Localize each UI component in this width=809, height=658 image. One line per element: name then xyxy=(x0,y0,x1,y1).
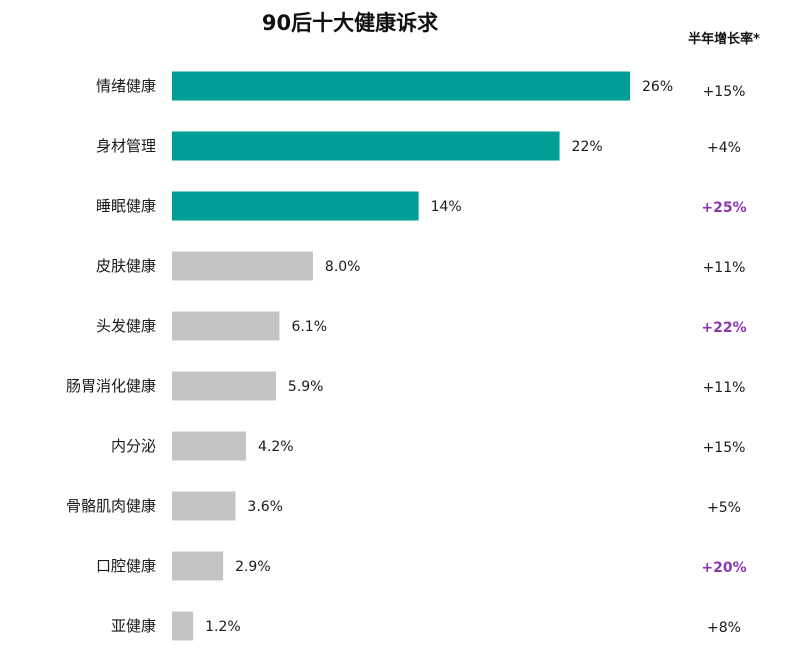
value-label: 22% xyxy=(572,139,603,155)
bar xyxy=(172,371,276,401)
bar-row: 情绪健康 26% +15% xyxy=(96,71,746,101)
value-label: 4.2% xyxy=(258,439,294,455)
bar-row: 头发健康 6.1% +22% xyxy=(96,311,747,341)
category-label: 口腔健康 xyxy=(96,557,156,575)
category-label: 皮肤健康 xyxy=(96,257,156,275)
growth-label: +11% xyxy=(703,260,746,276)
growth-label: +11% xyxy=(703,380,746,396)
bar xyxy=(172,131,560,161)
bar xyxy=(172,431,246,461)
growth-column-header: 半年增长率* xyxy=(688,31,760,47)
bar xyxy=(172,611,194,641)
bar xyxy=(172,311,280,341)
growth-label: +5% xyxy=(707,500,741,516)
category-label: 亚健康 xyxy=(111,617,156,635)
category-label: 内分泌 xyxy=(111,437,156,455)
chart-title: 90后十大健康诉求 xyxy=(262,11,438,35)
growth-label: +20% xyxy=(701,560,746,576)
bar xyxy=(172,251,313,281)
category-label: 睡眠健康 xyxy=(96,197,156,215)
value-label: 14% xyxy=(431,199,462,215)
value-label: 3.6% xyxy=(247,499,283,515)
growth-label: +22% xyxy=(701,320,746,336)
bar-row: 睡眠健康 14% +25% xyxy=(96,191,747,221)
value-label: 6.1% xyxy=(291,319,327,335)
value-label: 1.2% xyxy=(205,619,241,635)
growth-label: +15% xyxy=(703,440,746,456)
category-label: 骨骼肌肉健康 xyxy=(66,497,156,515)
bar-rows: 情绪健康 26% +15% 身材管理 22% +4% 睡眠健康 14% +25% 皮肤健康 8.0%… xyxy=(66,71,747,641)
category-label: 身材管理 xyxy=(96,137,156,155)
bar xyxy=(172,551,224,581)
growth-label: +25% xyxy=(701,200,746,216)
bar-row: 肠胃消化健康 5.9% +11% xyxy=(66,371,746,401)
bar-row: 骨骼肌肉健康 3.6% +5% xyxy=(66,491,741,521)
bar-row: 亚健康 1.2% +8% xyxy=(111,611,741,641)
bar xyxy=(172,191,419,221)
value-label: 2.9% xyxy=(235,559,271,575)
category-label: 头发健康 xyxy=(96,317,156,335)
growth-label: +4% xyxy=(707,140,741,156)
value-label: 5.9% xyxy=(288,379,324,395)
category-label: 情绪健康 xyxy=(96,77,156,95)
bar xyxy=(172,71,630,101)
bar xyxy=(172,491,236,521)
bar-row: 口腔健康 2.9% +20% xyxy=(96,551,747,581)
category-label: 肠胃消化健康 xyxy=(66,377,156,395)
growth-label: +8% xyxy=(707,620,741,636)
bar-row: 皮肤健康 8.0% +11% xyxy=(96,251,746,281)
growth-label: +15% xyxy=(703,84,746,100)
bar-row: 内分泌 4.2% +15% xyxy=(111,431,746,461)
value-label: 26% xyxy=(642,79,673,95)
value-label: 8.0% xyxy=(325,259,361,275)
bar-row: 身材管理 22% +4% xyxy=(96,131,741,161)
